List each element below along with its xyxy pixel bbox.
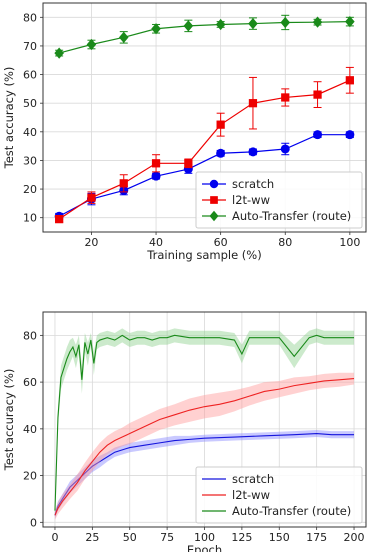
data-point	[86, 38, 97, 51]
series-line	[54, 378, 355, 516]
data-point	[55, 214, 64, 224]
legend-box	[195, 171, 363, 229]
series-auto-transfer-route	[54, 14, 355, 59]
x-tick-label: 200	[344, 531, 365, 544]
data-point	[248, 147, 258, 157]
y-tick-label: 0	[30, 516, 37, 529]
legend-entry: Auto-Transfer (route)	[202, 209, 351, 223]
x-tick-label: 125	[231, 531, 252, 544]
y-tick-label: 40	[23, 423, 37, 436]
x-axis-label: Epoch	[187, 543, 222, 552]
data-point	[312, 16, 323, 28]
data-point	[210, 196, 218, 204]
y-tick-label: 30	[23, 154, 37, 167]
legend-label: l2t-ww	[232, 193, 270, 207]
data-point	[87, 193, 96, 202]
y-tick-label: 20	[23, 470, 37, 483]
legend: scratch l2t-ww Auto-Transfer (route)	[195, 171, 363, 229]
legend-label: Auto-Transfer (route)	[232, 209, 351, 223]
data-point	[313, 90, 322, 99]
legend-entry: scratch	[202, 177, 274, 191]
series-line	[58, 21, 350, 54]
data-point	[248, 99, 258, 108]
x-tick-label: 0	[51, 531, 58, 544]
series-line	[54, 334, 355, 511]
legend-label: scratch	[232, 177, 274, 191]
legend-entry: Auto-Transfer (route)	[202, 504, 351, 518]
data-point	[151, 23, 161, 35]
y-tick-label: 60	[23, 69, 37, 82]
series-line	[58, 134, 350, 217]
y-tick-label: 40	[23, 126, 37, 139]
data-point	[216, 148, 226, 158]
x-tick-label: 75	[160, 531, 174, 544]
data-point	[248, 17, 258, 30]
data-point	[281, 93, 290, 102]
legend: scratch l2t-ww Auto-Transfer (route)	[195, 466, 363, 524]
y-axis-label: Test accuracy (%)	[2, 369, 16, 472]
data-point	[280, 144, 290, 154]
plot-frame	[42, 2, 367, 233]
x-tick-label: 50	[123, 531, 137, 544]
legend-entry: l2t-ww	[202, 193, 270, 207]
x-tick-label: 60	[214, 236, 228, 249]
y-tick-label: 70	[23, 40, 37, 53]
y-tick-label: 20	[23, 183, 37, 196]
x-tick-label: 20	[84, 236, 98, 249]
legend-entry: scratch	[202, 472, 274, 486]
y-tick-label: 60	[23, 376, 37, 389]
data-point	[313, 130, 323, 140]
confidence-band	[54, 372, 355, 520]
series-auto-transfer-route	[54, 328, 355, 516]
series-l2t-ww	[54, 372, 355, 520]
series-scratch	[54, 430, 355, 519]
x-tick-label: 100	[339, 236, 360, 249]
data-point	[119, 179, 128, 188]
series-line	[54, 432, 355, 516]
y-tick-label: 10	[23, 212, 37, 225]
x-tick-label: 175	[306, 531, 327, 544]
legend-label: l2t-ww	[232, 488, 270, 502]
data-point	[183, 20, 194, 32]
x-tick-label: 100	[194, 531, 215, 544]
data-point	[151, 159, 161, 168]
y-axis-label: Test accuracy (%)	[2, 67, 16, 170]
y-tick-label: 80	[23, 329, 37, 342]
x-tick-label: 150	[269, 531, 290, 544]
accuracy-vs-epoch-chart: 0 25 50 75 100 125 150 175 200 0 20 40 60 80 Epoch Test…	[2, 311, 367, 552]
legend-label: scratch	[232, 472, 274, 486]
data-point	[209, 210, 219, 222]
data-point	[184, 159, 193, 168]
x-axis-label: Training sample (%)	[146, 248, 261, 262]
x-tick-label: 80	[278, 236, 292, 249]
accuracy-vs-training-sample-chart: 20 40 60 80 100 10 20 30 40 50 60 70 80 Training samp…	[2, 2, 367, 262]
legend-entry: l2t-ww	[202, 488, 270, 502]
data-point	[345, 130, 355, 140]
series-line	[58, 79, 351, 220]
data-point	[151, 171, 161, 181]
legend-label: Auto-Transfer (route)	[232, 504, 351, 518]
data-point	[209, 179, 219, 189]
data-point	[216, 120, 225, 129]
data-point	[215, 18, 226, 31]
x-tick-label: 25	[85, 531, 99, 544]
legend-box	[195, 466, 363, 524]
series-l2t-ww	[55, 66, 354, 224]
data-point	[345, 76, 354, 85]
data-point	[118, 31, 129, 43]
plot-frame	[42, 311, 367, 528]
y-tick-label: 50	[23, 97, 37, 110]
y-tick-label: 80	[23, 11, 37, 24]
data-point	[280, 16, 291, 29]
data-point	[54, 47, 64, 59]
x-tick-label: 40	[149, 236, 163, 249]
data-point	[345, 15, 355, 28]
